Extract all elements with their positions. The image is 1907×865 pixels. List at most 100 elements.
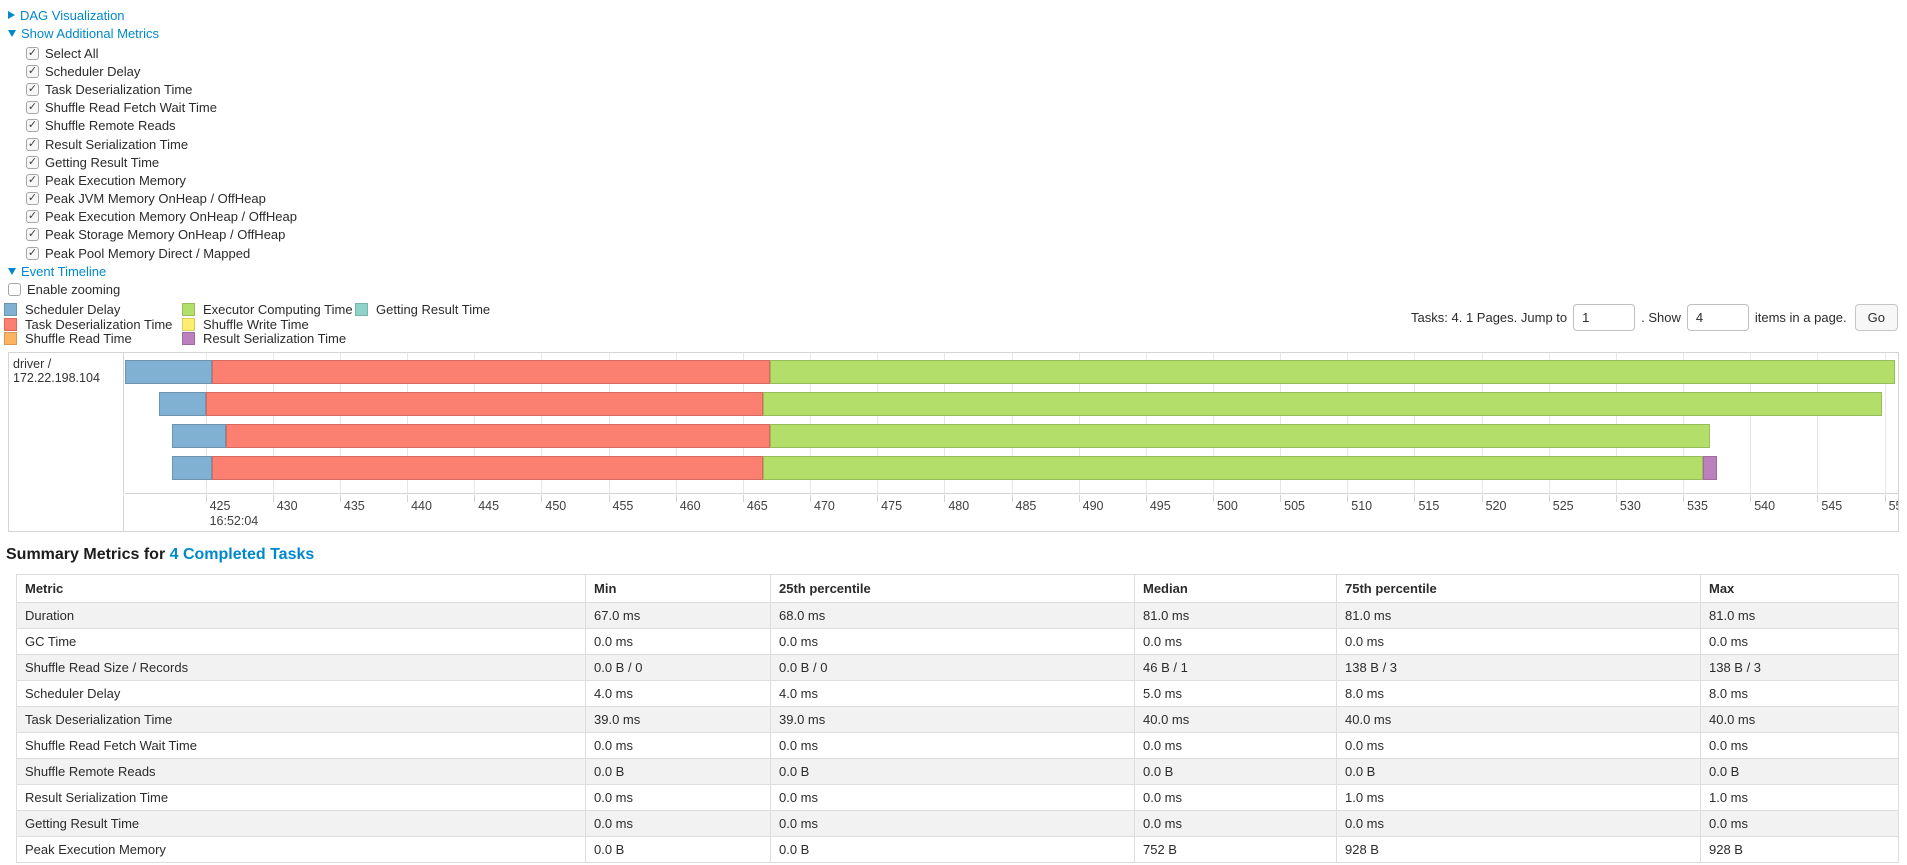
task-segment-task-deserialization[interactable] — [225, 424, 770, 449]
metric-checkbox-row: Task Deserialization Time — [26, 80, 1907, 98]
metric-value-cell: 0.0 ms — [1700, 628, 1899, 656]
timeline-gridline — [1011, 353, 1013, 494]
task-segment-scheduler-delay[interactable] — [125, 360, 213, 385]
metric-checkbox[interactable] — [26, 155, 39, 169]
timeline-tickmark — [742, 495, 744, 503]
show-additional-metrics-label: Show Additional Metrics — [21, 25, 160, 41]
timeline-tick-label: 480 — [948, 499, 970, 514]
summary-table-row: Peak Execution Memory 0.0 B 0.0 B 752 B 928 … — [16, 836, 1899, 864]
metric-value-cell: 0.0 ms — [1134, 810, 1337, 838]
legend-item: Task Deserialization Time — [4, 317, 182, 332]
metric-checkbox-label: Getting Result Time — [45, 154, 160, 170]
metric-value-cell: 0.0 ms — [1134, 784, 1337, 812]
legend-label: Task Deserialization Time — [25, 316, 173, 332]
metric-checkbox[interactable] — [26, 210, 39, 224]
timeline-tick-label: 515 — [1418, 499, 1440, 514]
legend-item: Shuffle Write Time — [182, 317, 355, 332]
metric-name-cell: Getting Result Time — [16, 810, 586, 838]
timeline-gridline — [1548, 353, 1550, 494]
timeline-tick-label: 425 — [209, 499, 231, 514]
metric-checkbox-label: Task Deserialization Time — [45, 81, 193, 97]
summary-column-header: Min — [585, 574, 771, 604]
summary-column-header: Metric — [16, 574, 586, 604]
metric-checkbox[interactable] — [26, 137, 39, 151]
jump-to-page-input[interactable] — [1573, 304, 1636, 332]
task-segment-executor-computing[interactable] — [769, 360, 1896, 385]
task-segment-scheduler-delay[interactable] — [158, 392, 206, 417]
metric-value-cell: 8.0 ms — [1700, 680, 1899, 708]
timeline-legend: Scheduler Delay Task Deserialization Time… — [4, 302, 490, 346]
task-segment-task-deserialization[interactable] — [205, 392, 763, 417]
metric-checkbox-label: Peak Execution Memory OnHeap / OffHeap — [45, 209, 297, 225]
legend-item: Shuffle Read Time — [4, 331, 182, 346]
go-button[interactable]: Go — [1854, 304, 1898, 332]
enable-zooming-checkbox[interactable] — [8, 282, 21, 296]
metric-value-cell: 0.0 ms — [585, 810, 771, 838]
metric-checkbox[interactable] — [26, 64, 39, 78]
metric-checkbox[interactable] — [26, 246, 39, 260]
metric-value-cell: 0.0 ms — [1134, 628, 1337, 656]
items-per-page-input[interactable] — [1686, 304, 1749, 332]
metric-value-cell: 0.0 B — [585, 758, 771, 786]
event-timeline-toggle[interactable]: Event Timeline — [8, 262, 1907, 280]
metric-value-cell: 0.0 B — [770, 758, 1135, 786]
chevron-down-icon — [8, 267, 16, 275]
chevron-down-icon — [8, 29, 16, 37]
metric-value-cell: 0.0 B — [1700, 758, 1899, 786]
timeline-tick-label: 465 — [746, 499, 768, 514]
task-segment-executor-computing[interactable] — [763, 456, 1704, 481]
summary-table-row: Getting Result Time 0.0 ms 0.0 ms 0.0 ms 0.0… — [16, 810, 1899, 838]
metric-value-cell: 81.0 ms — [1700, 602, 1899, 630]
metric-checkbox[interactable] — [26, 192, 39, 206]
chevron-right-icon — [8, 11, 15, 19]
legend-label: Getting Result Time — [376, 302, 491, 318]
metric-value-cell: 0.0 ms — [1336, 810, 1701, 838]
metric-value-cell: 0.0 B / 0 — [585, 654, 771, 682]
summary-metrics-table: Metric Min 25th percentile Median 75th perce… — [16, 574, 1899, 864]
metric-checkbox[interactable] — [26, 101, 39, 115]
summary-column-header: 25th percentile — [770, 574, 1135, 604]
timeline-base-time-label: 16:52:04 — [209, 514, 259, 529]
dag-visualization-toggle[interactable]: DAG Visualization — [8, 6, 1907, 24]
timeline-tick-label: 530 — [1619, 499, 1641, 514]
task-segment-result-serialization[interactable] — [1703, 456, 1717, 481]
timeline-tickmark — [1683, 495, 1685, 503]
timeline-gridline — [1145, 353, 1147, 494]
stage-detail-controls: DAG Visualization Show Additional Metric… — [0, 0, 1907, 298]
legend-swatch-result-serialization — [182, 332, 195, 346]
metric-checkbox-row: Shuffle Read Fetch Wait Time — [26, 99, 1907, 117]
show-additional-metrics-toggle[interactable]: Show Additional Metrics — [8, 24, 1907, 42]
timeline-tick-label: 520 — [1485, 499, 1507, 514]
timeline-tickmark — [1615, 495, 1617, 503]
timeline-tick-label: 490 — [1082, 499, 1104, 514]
timeline-tickmark — [608, 495, 610, 503]
task-segment-task-deserialization[interactable] — [212, 456, 763, 481]
task-segment-task-deserialization[interactable] — [212, 360, 770, 385]
timeline-tick-label: 430 — [276, 499, 298, 514]
metric-value-cell: 5.0 ms — [1134, 680, 1337, 708]
metric-value-cell: 0.0 ms — [770, 732, 1135, 760]
timeline-gridline — [1212, 353, 1214, 494]
timeline-tick-label: 550 — [1888, 499, 1898, 514]
timeline-tickmark — [1817, 495, 1819, 503]
task-pagination: Tasks: 4. 1 Pages. Jump to . Show items … — [1411, 304, 1898, 332]
metric-checkbox[interactable] — [26, 46, 39, 60]
metric-value-cell: 81.0 ms — [1134, 602, 1337, 630]
metric-checkbox-row: Peak JVM Memory OnHeap / OffHeap — [26, 190, 1907, 208]
metric-checkbox[interactable] — [26, 228, 39, 242]
summary-column-header: Median — [1134, 574, 1337, 604]
timeline-gridline — [1683, 353, 1685, 494]
summary-table-row: GC Time 0.0 ms 0.0 ms 0.0 ms 0.0 ms 0.0 ms — [16, 628, 1899, 656]
task-segment-executor-computing[interactable] — [769, 424, 1710, 449]
metric-checkbox[interactable] — [26, 82, 39, 96]
completed-tasks-link[interactable]: 4 Completed Tasks — [169, 546, 315, 564]
timeline-tickmark — [205, 495, 207, 503]
metric-checkbox[interactable] — [26, 173, 39, 187]
task-segment-scheduler-delay[interactable] — [172, 456, 213, 481]
summary-table-row: Duration 67.0 ms 68.0 ms 81.0 ms 81.0 ms 81.0… — [16, 602, 1899, 630]
legend-swatch-shuffle-write — [182, 317, 195, 331]
task-segment-executor-computing[interactable] — [763, 392, 1882, 417]
task-segment-scheduler-delay[interactable] — [172, 424, 226, 449]
metric-checkbox[interactable] — [26, 119, 39, 133]
timeline-gridline — [205, 353, 207, 494]
